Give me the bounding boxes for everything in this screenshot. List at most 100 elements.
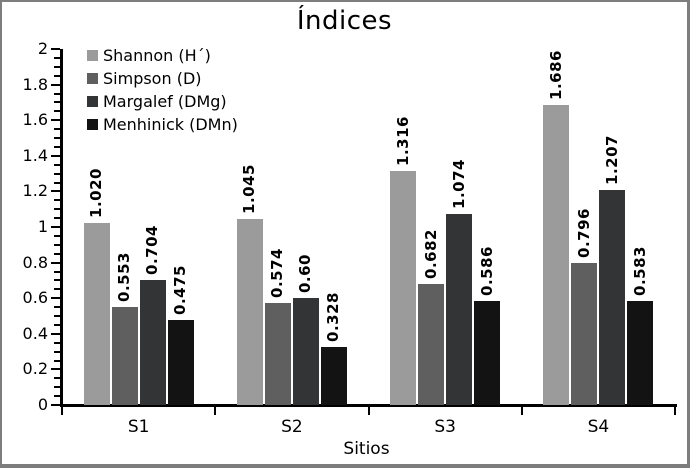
y-axis-minor-tick <box>54 65 60 68</box>
y-axis-tick-label: 0.6 <box>22 288 48 308</box>
y-axis-major-tick <box>51 404 60 406</box>
bar-value-label: 0.60 <box>296 254 315 294</box>
y-axis-major-tick <box>51 297 60 300</box>
bar-s1-series2 <box>111 306 138 405</box>
legend-swatch-icon <box>87 50 98 61</box>
x-axis-tick <box>520 407 523 415</box>
bar-s1-series3 <box>139 279 166 405</box>
legend: Shannon (H´) Simpson (D) Margalef (DMg) Men… <box>87 44 238 136</box>
y-axis-minor-tick <box>54 74 60 77</box>
y-axis-minor-tick <box>54 208 60 211</box>
bar-value-label: 1.316 <box>393 115 412 166</box>
x-axis-tick <box>61 407 63 415</box>
y-axis-major-tick <box>51 368 60 371</box>
legend-item-4: Menhinick (DMn) <box>87 113 238 136</box>
y-axis-minor-tick <box>54 323 60 326</box>
y-axis-minor-tick <box>54 101 60 104</box>
bar-value-label: 1.686 <box>546 49 565 100</box>
bar-s3-series4 <box>474 300 501 405</box>
bar-s3-series2 <box>418 283 445 405</box>
legend-item-1: Shannon (H´) <box>87 44 238 67</box>
y-axis-major-tick <box>51 332 60 335</box>
legend-swatch-icon <box>87 73 98 84</box>
legend-item-2: Simpson (D) <box>87 67 238 90</box>
y-axis-minor-tick <box>54 137 60 139</box>
x-axis-tick <box>367 407 370 415</box>
bar-s4-series2 <box>571 263 598 405</box>
y-axis-minor-tick <box>54 270 60 273</box>
y-axis-minor-tick <box>54 386 60 389</box>
y-axis-minor-tick <box>54 395 60 398</box>
bar-value-label: 0.475 <box>171 265 190 316</box>
category-label-s4: S4 <box>587 417 610 437</box>
y-axis-minor-tick <box>54 110 60 113</box>
y-axis-minor-tick <box>54 199 60 202</box>
x-axis-line <box>60 404 677 407</box>
bar-s2-series4 <box>320 346 347 405</box>
y-axis-minor-tick <box>54 377 60 380</box>
y-axis-tick-label: 2 <box>37 39 48 58</box>
y-axis-tick-label: 0.4 <box>22 323 48 343</box>
bar-s4-series3 <box>599 190 626 405</box>
legend-label: Simpson (D) <box>103 69 202 88</box>
y-axis-major-tick <box>51 154 60 157</box>
chart-title: Índices <box>296 6 393 36</box>
y-axis-minor-tick <box>54 315 60 317</box>
y-axis-major-tick <box>51 83 60 86</box>
legend-swatch-icon <box>87 119 98 130</box>
category-label-s3: S3 <box>434 417 456 437</box>
bar-value-label: 0.328 <box>324 291 343 342</box>
y-axis-minor-tick <box>54 350 60 353</box>
y-axis-minor-tick <box>54 243 60 246</box>
legend-label: Shannon (H´) <box>103 46 211 65</box>
y-axis-minor-tick <box>54 181 60 184</box>
bar-value-label: 0.583 <box>630 246 649 297</box>
y-axis-minor-tick <box>54 341 60 344</box>
y-axis-tick-label: 0.8 <box>22 252 48 272</box>
y-axis-minor-tick <box>54 172 60 175</box>
y-axis-minor-tick <box>54 163 60 166</box>
y-axis-minor-tick <box>54 359 60 362</box>
bar-value-label: 0.553 <box>115 251 134 302</box>
y-axis-minor-tick <box>54 56 60 59</box>
y-axis-minor-tick <box>54 128 60 131</box>
bar-value-label: 1.207 <box>602 135 621 186</box>
y-axis-major-tick <box>51 261 60 264</box>
y-axis-minor-tick <box>54 145 60 148</box>
bar-s3-series1 <box>390 170 417 405</box>
legend-label: Margalef (DMg) <box>103 92 227 111</box>
bar-value-label: 1.074 <box>449 158 468 209</box>
bar-value-label: 0.682 <box>421 228 440 279</box>
bar-value-label: 0.796 <box>574 208 593 259</box>
bar-value-label: 1.020 <box>87 168 106 219</box>
y-axis-minor-tick <box>54 217 60 220</box>
bar-value-label: 1.045 <box>240 164 259 214</box>
bar-value-label: 0.586 <box>477 245 496 296</box>
y-axis-major-tick <box>51 48 60 50</box>
legend-swatch-icon <box>87 96 98 107</box>
bar-s1-series4 <box>167 320 194 405</box>
x-axis-tick <box>214 407 217 415</box>
y-axis-minor-tick <box>54 279 60 282</box>
y-axis-minor-tick <box>54 306 60 309</box>
bar-s4-series1 <box>543 104 570 405</box>
y-axis-tick-label: 1.4 <box>22 145 48 165</box>
y-axis-line <box>60 49 63 407</box>
legend-item-3: Margalef (DMg) <box>87 90 238 113</box>
bar-value-label: 0.704 <box>143 224 162 275</box>
category-label-s2: S2 <box>281 417 303 437</box>
y-axis-minor-tick <box>54 288 60 291</box>
y-axis-minor-tick <box>54 234 60 237</box>
x-axis-tick <box>674 407 676 415</box>
y-axis-minor-tick <box>54 92 60 95</box>
y-axis-major-tick <box>51 119 60 122</box>
y-axis-major-tick <box>51 226 60 228</box>
bar-s4-series4 <box>627 301 654 405</box>
bar-s1-series1 <box>83 223 110 405</box>
y-axis-tick-label: 1.6 <box>22 110 48 130</box>
y-axis-tick-label: 1.8 <box>22 74 48 94</box>
y-axis-minor-tick <box>54 252 60 255</box>
bar-s2-series1 <box>236 218 263 405</box>
bar-s3-series3 <box>446 213 473 405</box>
